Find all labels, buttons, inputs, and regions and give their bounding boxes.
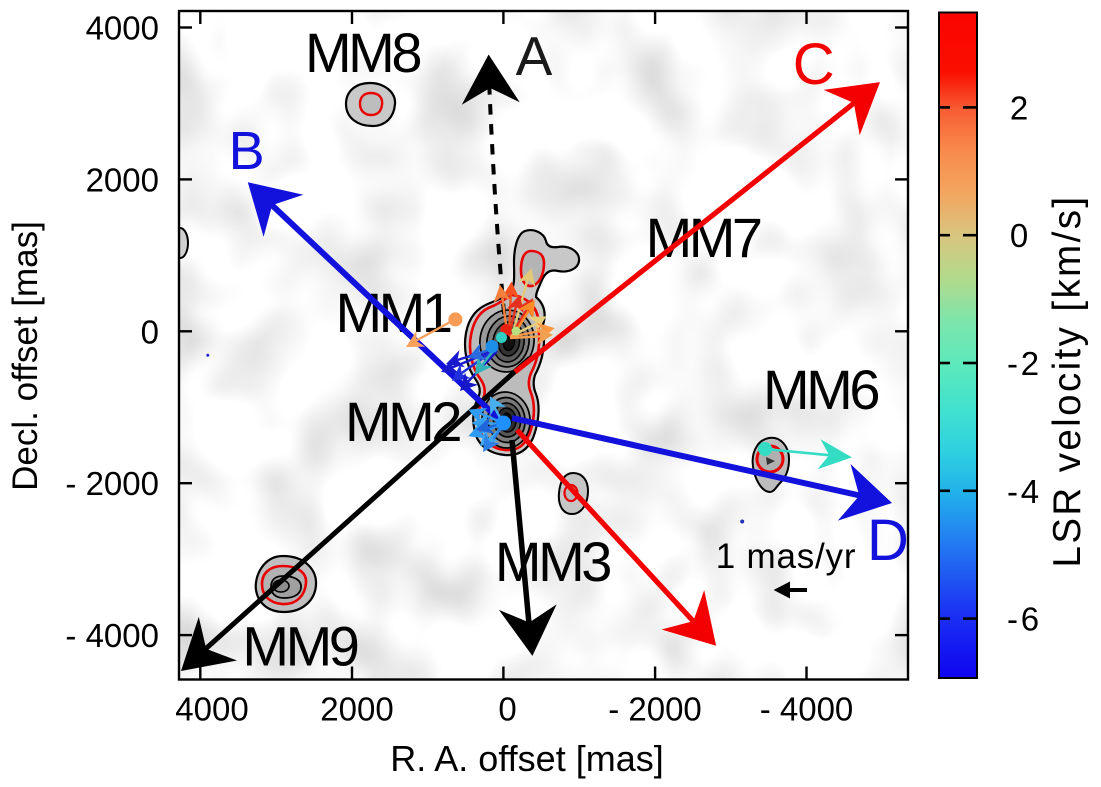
svg-text:2: 2 <box>1010 89 1028 126</box>
svg-text:- 2000: - 2000 <box>608 691 702 728</box>
svg-text:4000: 4000 <box>86 10 159 47</box>
svg-text:C: C <box>793 32 835 97</box>
svg-text:MM9: MM9 <box>242 615 357 678</box>
svg-text:2000: 2000 <box>320 691 393 728</box>
svg-text:- 4000: - 4000 <box>760 691 854 728</box>
svg-text:B: B <box>229 121 265 181</box>
svg-text:D: D <box>867 508 909 573</box>
svg-text:MM3: MM3 <box>495 530 610 593</box>
svg-text:0: 0 <box>141 313 159 350</box>
svg-text:MM2: MM2 <box>345 390 460 453</box>
svg-text:Decl. offset [mas]: Decl. offset [mas] <box>6 221 45 491</box>
svg-text:- 4000: - 4000 <box>65 617 159 654</box>
svg-text:- 6: - 6 <box>1007 601 1039 638</box>
svg-text:MM7: MM7 <box>646 206 761 269</box>
svg-text:2000: 2000 <box>86 161 159 198</box>
svg-text:MM8: MM8 <box>305 21 420 84</box>
svg-text:R. A. offset [mas]: R. A. offset [mas] <box>390 738 663 779</box>
svg-text:- 4: - 4 <box>1007 473 1039 510</box>
svg-text:- 2: - 2 <box>1007 345 1039 382</box>
svg-text:4000: 4000 <box>175 691 248 728</box>
svg-text:MM6: MM6 <box>763 358 878 421</box>
svg-text:0: 0 <box>1010 217 1028 254</box>
svg-text:LSR velocity [km/s]: LSR velocity [km/s] <box>1046 195 1089 568</box>
svg-text:A: A <box>516 25 553 87</box>
svg-text:MM1: MM1 <box>336 281 451 344</box>
svg-text:- 2000: - 2000 <box>65 465 159 502</box>
svg-text:0: 0 <box>498 691 516 728</box>
svg-text:1 mas/yr: 1 mas/yr <box>716 537 857 576</box>
